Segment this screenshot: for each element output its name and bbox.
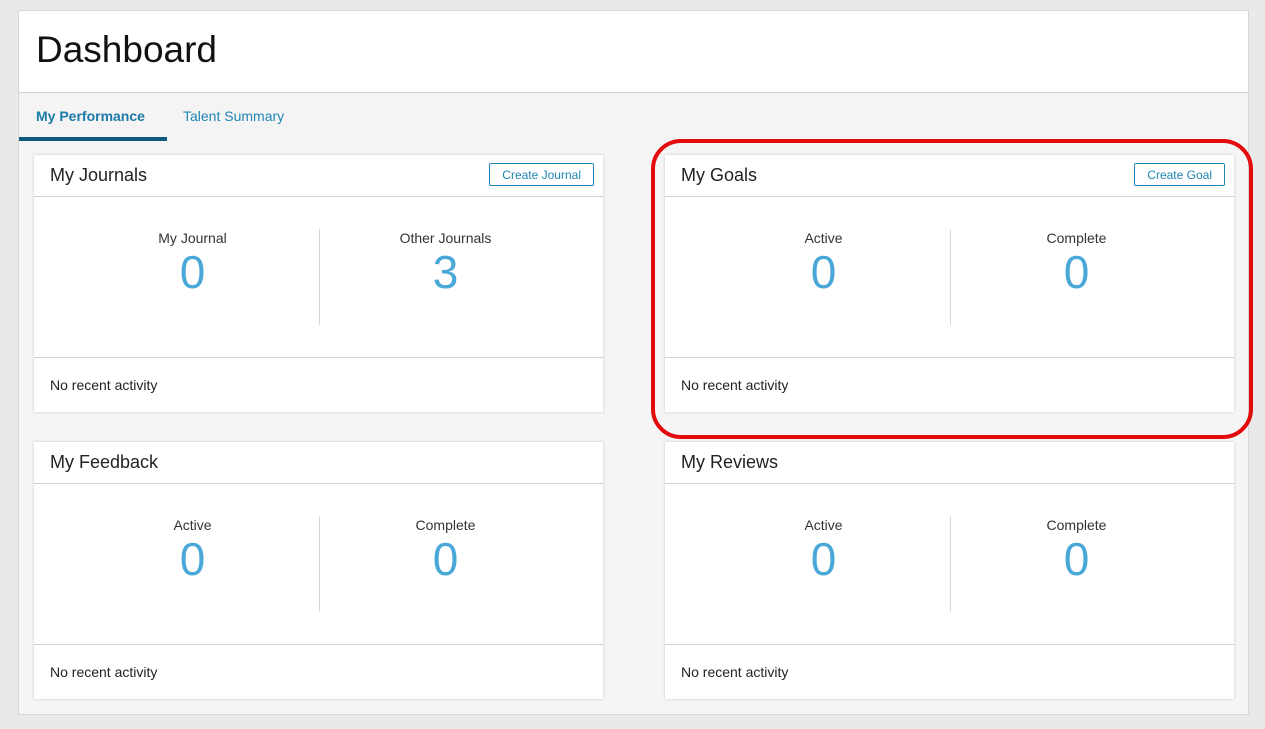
- card-header: My Reviews: [665, 442, 1234, 484]
- card-footer: No recent activity: [665, 357, 1234, 412]
- card-title: My Feedback: [50, 452, 159, 472]
- card-header: My Goals Create Goal: [665, 155, 1234, 197]
- stat-active[interactable]: Active 0: [697, 517, 950, 585]
- card-title: My Goals: [681, 165, 758, 185]
- divider: [950, 229, 951, 325]
- recent-activity-text: No recent activity: [681, 377, 789, 393]
- stat-value[interactable]: 0: [810, 533, 837, 585]
- stat-label: Complete: [415, 517, 476, 533]
- stat-label: Active: [804, 517, 843, 533]
- stat-label: Complete: [1046, 517, 1107, 533]
- page-title: Dashboard: [36, 29, 218, 70]
- stat-value[interactable]: 0: [1063, 246, 1090, 298]
- recent-activity-text: No recent activity: [681, 664, 789, 680]
- stat-complete[interactable]: Complete 0: [950, 230, 1203, 298]
- stat-label: Complete: [1046, 230, 1107, 246]
- stat-label: Other Journals: [399, 230, 492, 246]
- card-header: My Feedback: [34, 442, 603, 484]
- stat-complete[interactable]: Complete 0: [319, 517, 572, 585]
- stat-active[interactable]: Active 0: [66, 517, 319, 585]
- stat-label: Active: [173, 517, 212, 533]
- divider: [950, 516, 951, 612]
- stat-value[interactable]: 0: [179, 533, 206, 585]
- stat-value[interactable]: 0: [432, 533, 459, 585]
- stat-active[interactable]: Active 0: [697, 230, 950, 298]
- stat-value[interactable]: 0: [810, 246, 837, 298]
- card-footer: No recent activity: [34, 357, 603, 412]
- card-my-reviews: My Reviews Active 0 Complete 0 No recent…: [665, 442, 1234, 699]
- card-footer: No recent activity: [34, 644, 603, 699]
- tab-bar: My Performance Talent Summary: [19, 93, 1248, 141]
- stat-value[interactable]: 0: [1063, 533, 1090, 585]
- tab-talent-summary[interactable]: Talent Summary: [183, 108, 285, 124]
- card-my-feedback: My Feedback Active 0 Complete 0 No recen…: [34, 442, 603, 699]
- stat-my-journal[interactable]: My Journal 0: [66, 230, 319, 298]
- stat-other-journals[interactable]: Other Journals 3: [319, 230, 572, 298]
- card-title: My Journals: [50, 165, 148, 185]
- card-my-goals: My Goals Create Goal Active 0 Complete 0…: [665, 155, 1234, 412]
- stat-complete[interactable]: Complete 0: [950, 517, 1203, 585]
- stat-label: My Journal: [158, 230, 227, 246]
- card-footer: No recent activity: [665, 644, 1234, 699]
- card-title: My Reviews: [681, 452, 779, 472]
- card-my-journals: My Journals Create Journal My Journal 0 …: [34, 155, 603, 412]
- divider: [319, 516, 320, 612]
- create-journal-button[interactable]: Create Journal: [489, 163, 594, 186]
- recent-activity-text: No recent activity: [50, 377, 158, 393]
- divider: [319, 229, 320, 325]
- stat-value[interactable]: 3: [432, 246, 459, 298]
- tab-my-performance[interactable]: My Performance: [19, 93, 167, 141]
- stat-value[interactable]: 0: [179, 246, 206, 298]
- stat-label: Active: [804, 230, 843, 246]
- page-header: Dashboard: [19, 11, 1248, 93]
- recent-activity-text: No recent activity: [50, 664, 158, 680]
- create-goal-button[interactable]: Create Goal: [1134, 163, 1225, 186]
- card-header: My Journals Create Journal: [34, 155, 603, 197]
